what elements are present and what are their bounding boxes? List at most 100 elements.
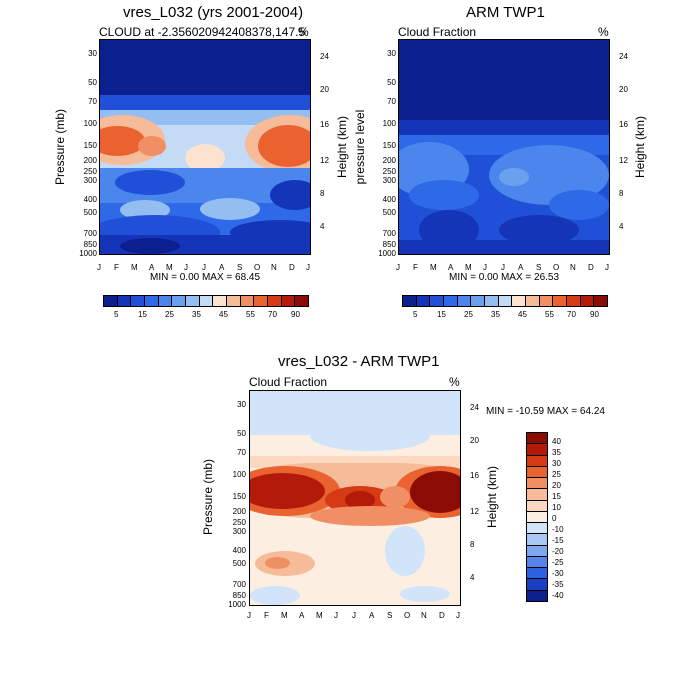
y-tick-label: 100 [83,119,97,128]
y-axis-label: Pressure (mb) [201,459,215,536]
y-axis-label: Pressure (mb) [53,109,67,186]
x-tick-label: S [237,263,243,272]
x-tick-label: A [518,263,524,272]
x-tick-label: J [456,611,460,620]
y-tick-label: 200 [83,156,97,165]
y-tick-label: 500 [382,208,396,217]
y-tick-label: 50 [387,78,396,87]
y-axis-label: pressure level [353,109,367,185]
colorbar-label: 10 [552,503,561,512]
min-max-label: MIN = 0.00 MAX = 68.45 [150,272,261,283]
x-tick-label: J [483,263,487,272]
x-tick-label: D [588,263,594,272]
x-tick-label: J [202,263,206,272]
y-tick-label: 850 [382,240,396,249]
colorbar-label: 45 [518,310,527,319]
colorbar-label: -20 [552,547,564,556]
x-tick-label: F [264,611,269,620]
x-tick-label: M [465,263,472,272]
chart-title: ARM TWP1 [466,4,545,21]
colorbar-label: 30 [552,459,561,468]
colorbar-label: 35 [491,310,500,319]
x-tick-label: J [334,611,338,620]
colorbar-label: 0 [552,514,557,523]
y-tick-label: 700 [83,229,97,238]
y-tick-label: 200 [382,156,396,165]
x-tick-label: A [448,263,454,272]
colorbar-label: 5 [114,310,119,319]
y-tick-label: 150 [382,141,396,150]
y-right-tick-label: 8 [470,540,475,549]
y-tick-label: 250 [232,518,246,527]
x-tick-label: A [299,611,305,620]
colorbar-label: 45 [219,310,228,319]
x-tick-label: M [166,263,173,272]
x-tick-label: J [184,263,188,272]
x-tick-label: M [131,263,138,272]
y-right-tick-label: 4 [619,222,624,231]
y-tick-label: 70 [387,97,396,106]
y-tick-label: 300 [83,176,97,185]
y-axis-label-right: Height (km) [485,466,499,529]
x-tick-label: A [369,611,375,620]
colorbar-label: 40 [552,437,561,446]
chart-subtitle-left: Cloud Fraction [398,25,477,39]
y-right-tick-label: 16 [320,120,329,129]
x-tick-label: M [316,611,323,620]
x-tick-label: J [306,263,310,272]
chart-subtitle-left: Cloud Fraction [249,375,328,389]
y-right-tick-label: 16 [619,120,628,129]
colorbar-label: -10 [552,525,564,534]
y-tick-label: 50 [237,429,246,438]
y-right-tick-label: 4 [470,573,475,582]
contour-plot [99,39,311,255]
chart-subtitle-right: % [598,25,609,39]
colorbar [526,432,548,602]
y-tick-label: 1000 [378,249,396,258]
y-tick-label: 700 [232,580,246,589]
x-tick-label: J [501,263,505,272]
colorbar-label: 90 [590,310,599,319]
y-tick-label: 30 [387,49,396,58]
colorbar-label: 5 [413,310,418,319]
x-tick-label: J [605,263,609,272]
x-tick-label: J [97,263,101,272]
y-tick-label: 100 [382,119,396,128]
y-axis-label-right: Height (km) [633,116,647,179]
y-tick-label: 400 [83,195,97,204]
y-tick-label: 400 [232,546,246,555]
x-tick-label: J [247,611,251,620]
y-tick-label: 500 [232,559,246,568]
colorbar-label: 90 [291,310,300,319]
y-tick-label: 250 [382,167,396,176]
y-right-tick-label: 12 [470,507,479,516]
y-tick-label: 700 [382,229,396,238]
colorbar-label: 70 [268,310,277,319]
y-tick-label: 1000 [79,249,97,258]
x-tick-label: N [421,611,427,620]
x-tick-label: A [219,263,225,272]
colorbar-label: 25 [165,310,174,319]
x-tick-label: A [149,263,155,272]
y-tick-label: 850 [83,240,97,249]
colorbar-label: 35 [552,448,561,457]
x-tick-label: M [430,263,437,272]
y-tick-label: 30 [88,49,97,58]
colorbar-label: 15 [437,310,446,319]
x-tick-label: O [553,263,560,272]
chart-title: vres_L032 - ARM TWP1 [278,353,440,370]
y-tick-label: 70 [88,97,97,106]
x-tick-label: J [352,611,356,620]
colorbar-label: 15 [552,492,561,501]
colorbar-label: 25 [552,470,561,479]
colorbar-label: -30 [552,569,564,578]
y-tick-label: 150 [83,141,97,150]
colorbar-label: 55 [246,310,255,319]
y-tick-label: 150 [232,492,246,501]
y-tick-label: 400 [382,195,396,204]
chart-title: vres_L032 (yrs 2001-2004) [123,4,304,21]
x-tick-label: N [570,263,576,272]
x-tick-label: F [114,263,119,272]
colorbar [103,295,309,307]
min-max-label: MIN = -10.59 MAX = 64.24 [486,406,605,417]
